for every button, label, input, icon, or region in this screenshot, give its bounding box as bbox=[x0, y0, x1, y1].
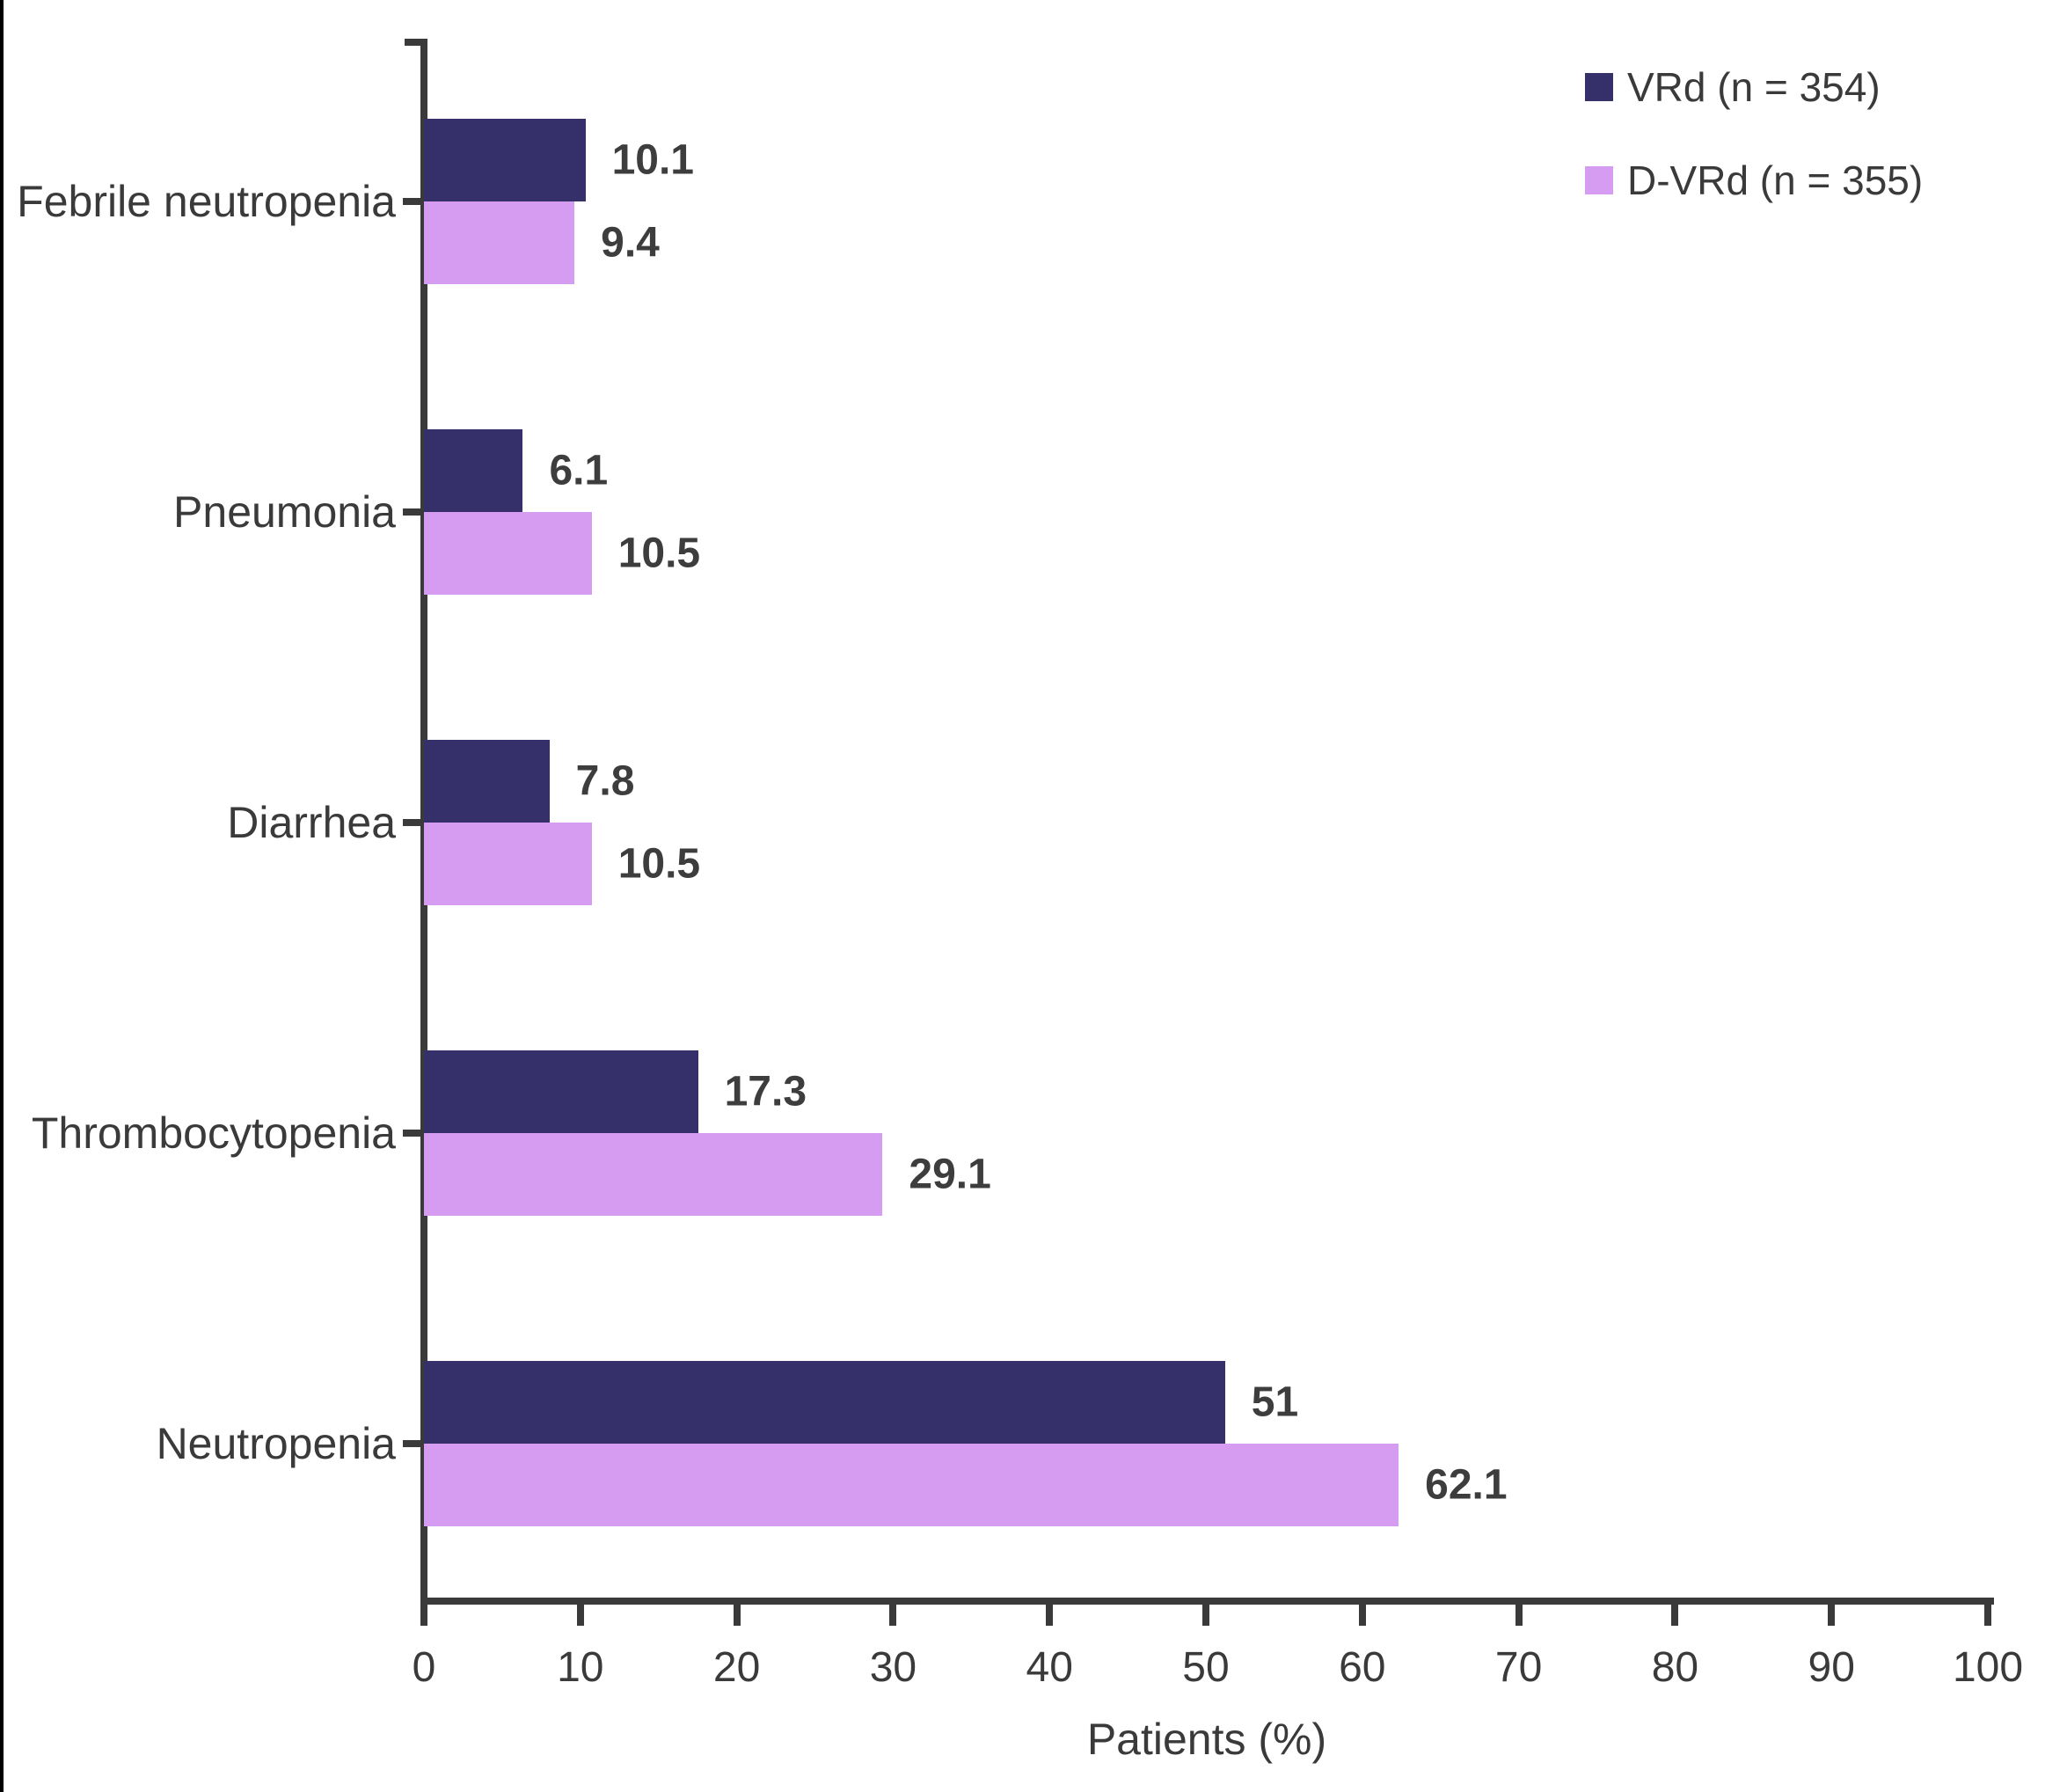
x-axis-tick-label-30: 30 bbox=[869, 1644, 917, 1691]
y-axis-tick-neutropenia bbox=[403, 1440, 420, 1447]
value-label-d-vrd-neutropenia: 62.1 bbox=[1425, 1461, 1508, 1509]
legend-item-d-vrd: D-VRd (n = 355) bbox=[1585, 157, 1923, 204]
left-border-line bbox=[0, 0, 4, 1792]
y-axis-top-tick bbox=[405, 39, 420, 46]
bar-d-vrd-neutropenia bbox=[424, 1444, 1399, 1526]
value-label-vrd-thrombocytopenia: 17.3 bbox=[724, 1068, 807, 1115]
x-axis-tick-100 bbox=[1984, 1605, 1991, 1626]
value-label-d-vrd-diarrhea: 10.5 bbox=[617, 840, 701, 888]
legend-label-vrd: VRd (n = 354) bbox=[1627, 64, 1881, 110]
x-axis-tick-label-20: 20 bbox=[712, 1644, 761, 1691]
legend-swatch-d-vrd bbox=[1585, 166, 1613, 194]
category-label-febrile-neutropenia: Febrile neutropenia bbox=[17, 177, 396, 226]
value-label-vrd-diarrhea: 7.8 bbox=[575, 757, 635, 805]
x-axis-tick-80 bbox=[1671, 1605, 1679, 1626]
bar-vrd-diarrhea bbox=[424, 740, 550, 823]
x-axis-tick-label-80: 80 bbox=[1651, 1644, 1699, 1691]
legend-item-vrd: VRd (n = 354) bbox=[1585, 63, 1923, 111]
x-axis-tick-10 bbox=[576, 1605, 584, 1626]
x-axis-tick-label-10: 10 bbox=[557, 1644, 604, 1691]
x-axis-tick-90 bbox=[1828, 1605, 1836, 1626]
x-axis-title: Patients (%) bbox=[1086, 1715, 1327, 1764]
category-label-pneumonia: Pneumonia bbox=[173, 487, 396, 537]
value-label-d-vrd-pneumonia: 10.5 bbox=[617, 530, 701, 577]
value-label-d-vrd-thrombocytopenia: 29.1 bbox=[909, 1151, 991, 1198]
y-axis-tick-thrombocytopenia bbox=[403, 1130, 420, 1137]
bar-vrd-thrombocytopenia bbox=[424, 1050, 698, 1133]
value-label-d-vrd-febrile-neutropenia: 9.4 bbox=[601, 219, 660, 267]
bar-d-vrd-diarrhea bbox=[424, 823, 592, 905]
value-label-vrd-pneumonia: 6.1 bbox=[549, 447, 609, 494]
x-axis-tick-20 bbox=[733, 1605, 741, 1626]
category-label-neutropenia: Neutropenia bbox=[156, 1419, 396, 1468]
bar-d-vrd-pneumonia bbox=[424, 512, 592, 595]
x-axis-line bbox=[420, 1598, 1994, 1605]
y-axis-tick-febrile-neutropenia bbox=[403, 198, 420, 205]
x-axis-tick-label-60: 60 bbox=[1339, 1644, 1386, 1691]
x-axis-tick-label-90: 90 bbox=[1808, 1644, 1855, 1691]
bar-vrd-neutropenia bbox=[424, 1361, 1225, 1444]
legend-swatch-vrd bbox=[1585, 73, 1613, 101]
x-axis-tick-40 bbox=[1046, 1605, 1054, 1626]
bar-d-vrd-febrile-neutropenia bbox=[424, 201, 575, 284]
bar-vrd-febrile-neutropenia bbox=[424, 119, 586, 201]
legend-label-d-vrd: D-VRd (n = 355) bbox=[1627, 157, 1924, 203]
x-axis-tick-0 bbox=[420, 1605, 427, 1626]
category-label-diarrhea: Diarrhea bbox=[227, 798, 396, 847]
value-label-vrd-neutropenia: 51 bbox=[1251, 1379, 1299, 1426]
legend: VRd (n = 354) D-VRd (n = 355) bbox=[1585, 63, 1923, 204]
x-axis-tick-label-50: 50 bbox=[1182, 1644, 1230, 1691]
x-axis-tick-label-70: 70 bbox=[1494, 1644, 1543, 1691]
x-axis-tick-label-0: 0 bbox=[412, 1644, 436, 1691]
x-axis-tick-60 bbox=[1358, 1605, 1366, 1626]
y-axis-tick-diarrhea bbox=[403, 819, 420, 826]
bar-vrd-pneumonia bbox=[424, 429, 523, 512]
x-axis-tick-label-40: 40 bbox=[1026, 1644, 1073, 1691]
x-axis-tick-50 bbox=[1202, 1605, 1209, 1626]
x-axis-tick-label-100: 100 bbox=[1952, 1644, 2024, 1691]
bar-d-vrd-thrombocytopenia bbox=[424, 1133, 883, 1216]
value-label-vrd-febrile-neutropenia: 10.1 bbox=[611, 136, 694, 184]
category-label-thrombocytopenia: Thrombocytopenia bbox=[31, 1108, 396, 1158]
x-axis-tick-70 bbox=[1515, 1605, 1523, 1626]
y-axis-tick-pneumonia bbox=[403, 508, 420, 516]
x-axis-tick-30 bbox=[889, 1605, 897, 1626]
